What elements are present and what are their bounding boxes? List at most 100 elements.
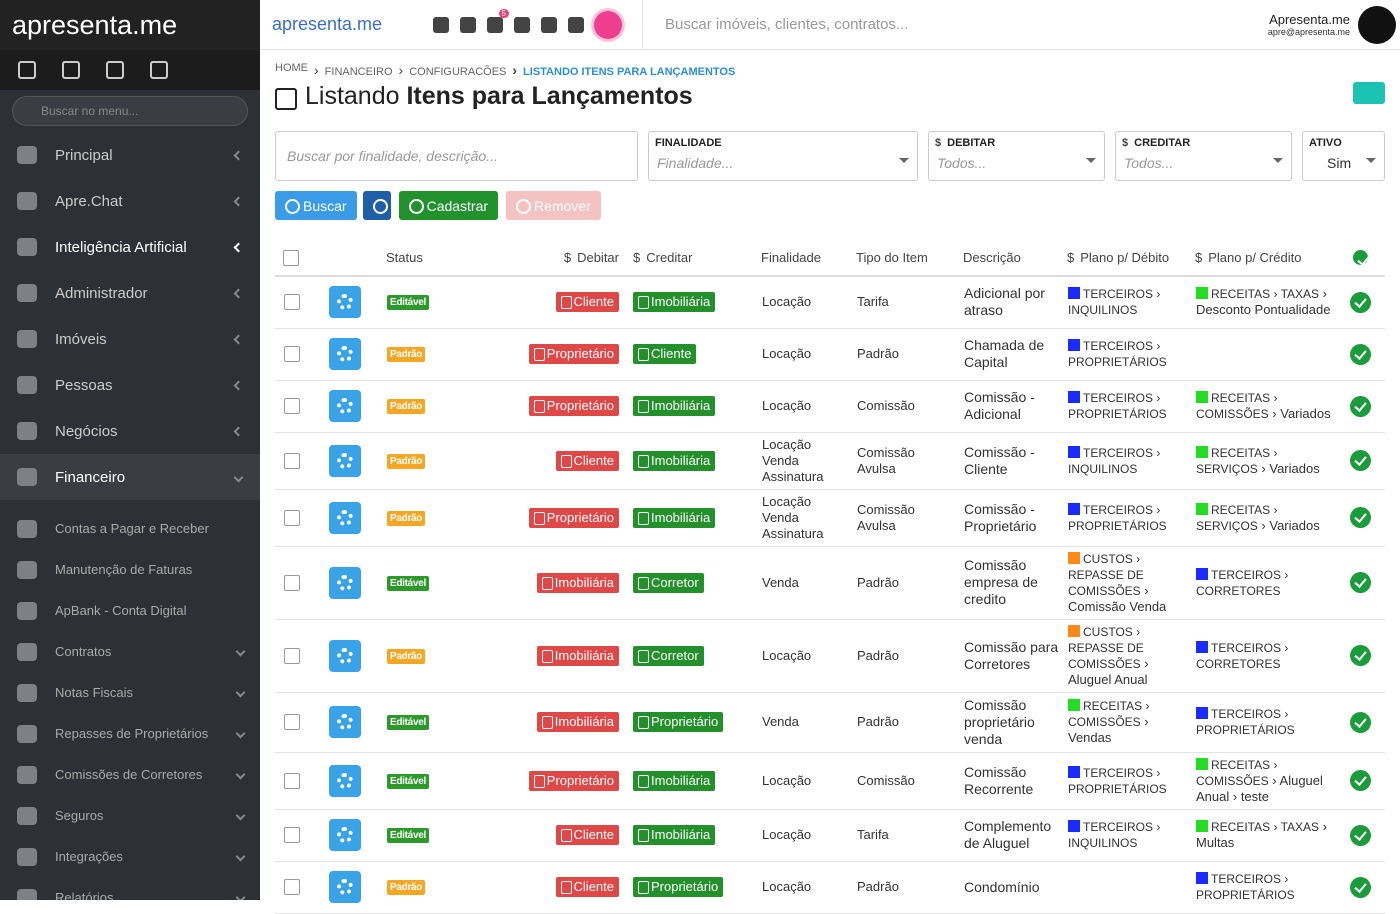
- col-header[interactable]: Creditar: [625, 240, 760, 277]
- settings-button[interactable]: [329, 871, 361, 903]
- active-header[interactable]: [1352, 250, 1368, 265]
- filter-debitar[interactable]: DEBITAR Todos...: [928, 131, 1105, 181]
- menu-item[interactable]: Negócios: [0, 408, 260, 454]
- settings-button[interactable]: [329, 390, 361, 422]
- col-header[interactable]: Descrição: [962, 240, 1066, 277]
- submenu-item[interactable]: Comissões de Corretores: [0, 754, 260, 795]
- tipo: Padrão: [857, 647, 899, 663]
- cell: Proprietário: [450, 380, 625, 433]
- credit-badge: Imobiliária: [633, 825, 716, 845]
- global-search[interactable]: Buscar imóveis, clientes, contratos...: [642, 0, 1268, 50]
- cell: Locação: [760, 380, 855, 433]
- sidebar-tool[interactable]: [18, 61, 36, 79]
- submenu-item[interactable]: Manutenção de Faturas: [0, 549, 260, 590]
- settings-button[interactable]: [329, 764, 361, 797]
- print-button[interactable]: [1353, 82, 1385, 104]
- row-checkbox[interactable]: [284, 294, 300, 311]
- active-icon: [1349, 770, 1371, 791]
- row-checkbox[interactable]: [284, 647, 300, 664]
- search-box[interactable]: Buscar por finalidade, descrição...: [275, 131, 638, 181]
- submenu-item[interactable]: Notas Fiscais: [0, 672, 260, 713]
- submenu-item[interactable]: ApBank - Conta Digital: [0, 590, 260, 631]
- breadcrumb-item[interactable]: FINANCEIRO: [314, 62, 393, 78]
- filter-ativo[interactable]: ATIVO Sim: [1302, 131, 1385, 181]
- magic-button[interactable]: [594, 10, 622, 39]
- avatar[interactable]: [1358, 5, 1396, 44]
- menu-item[interactable]: Pessoas: [0, 362, 260, 408]
- filter-finalidade[interactable]: FINALIDADE Finalidade...: [648, 131, 918, 181]
- settings-button[interactable]: [329, 286, 361, 319]
- remove-button[interactable]: Remover: [506, 191, 601, 220]
- submenu-item[interactable]: Contas a Pagar e Receber: [0, 508, 260, 549]
- row-checkbox[interactable]: [284, 398, 300, 414]
- cell: Editável: [385, 546, 450, 620]
- col-header[interactable]: Plano p/ Crédito: [1194, 240, 1335, 277]
- select-all[interactable]: [283, 249, 299, 266]
- row-checkbox[interactable]: [284, 346, 300, 362]
- top-icon[interactable]: [541, 16, 557, 33]
- settings-button[interactable]: [329, 566, 361, 599]
- row-checkbox[interactable]: [284, 452, 300, 469]
- settings-button[interactable]: [329, 501, 361, 534]
- menu-search[interactable]: Buscar no menu...: [12, 96, 248, 126]
- cell: Editável: [385, 809, 450, 862]
- top-icon[interactable]: 5: [487, 8, 509, 33]
- col-header[interactable]: Finalidade: [760, 240, 855, 277]
- cell: Cliente: [450, 861, 625, 914]
- plan-part: RECEITAS: [1083, 699, 1143, 713]
- breadcrumb-item[interactable]: CONFIGURACÕES: [399, 62, 506, 78]
- search-button[interactable]: Buscar: [275, 191, 357, 220]
- user-info[interactable]: Apresenta.me apre@apresenta.me: [1268, 12, 1350, 37]
- plan: TERCEIROSINQUILINOS: [1068, 286, 1192, 318]
- menu-item[interactable]: Imóveis: [0, 316, 260, 362]
- sidebar-tool[interactable]: [62, 61, 80, 79]
- credit-badge: Corretor: [633, 572, 704, 593]
- submenu-item[interactable]: Integrações: [0, 836, 260, 877]
- menu-item[interactable]: Principal: [0, 132, 260, 178]
- settings-button[interactable]: [329, 444, 361, 477]
- submenu-item[interactable]: Repasses de Proprietários: [0, 713, 260, 754]
- col-header[interactable]: Plano p/ Débito: [1066, 240, 1194, 277]
- col-header[interactable]: Status: [385, 240, 450, 277]
- breadcrumb-item[interactable]: HOME: [275, 62, 308, 74]
- top-icon[interactable]: [460, 16, 476, 33]
- sidebar-tool[interactable]: [150, 61, 168, 79]
- menu-item[interactable]: Financeiro: [0, 454, 260, 500]
- row-checkbox[interactable]: [284, 714, 300, 730]
- settings-button[interactable]: [329, 639, 361, 672]
- submenu-item[interactable]: Seguros: [0, 795, 260, 836]
- create-button[interactable]: Cadastrar: [398, 191, 499, 220]
- menu-label: Negócios: [55, 422, 118, 440]
- top-logo[interactable]: apresenta.me: [272, 14, 383, 34]
- cell: TERCEIROSINQUILINOS: [1066, 809, 1194, 862]
- menu-item[interactable]: Administrador: [0, 270, 260, 316]
- submenu-item[interactable]: Contratos: [0, 631, 260, 672]
- sidebar-tool[interactable]: [106, 61, 124, 79]
- row-checkbox[interactable]: [284, 879, 300, 895]
- row-checkbox[interactable]: [284, 574, 300, 591]
- cell: [275, 752, 305, 810]
- clear-button[interactable]: [362, 191, 391, 220]
- top-icon[interactable]: [433, 16, 449, 33]
- submenu-item[interactable]: Relatórios: [0, 877, 260, 900]
- top-icon[interactable]: [514, 16, 530, 33]
- col-header[interactable]: Tipo do Item: [855, 240, 962, 277]
- menu-item[interactable]: Inteligência Artificial: [0, 224, 260, 270]
- settings-button[interactable]: [329, 338, 361, 370]
- credit-badge: Imobiliária: [633, 292, 716, 313]
- row-checkbox[interactable]: [284, 827, 300, 843]
- col-header[interactable]: Debitar: [450, 240, 625, 277]
- filter-creditar[interactable]: CREDITAR Todos...: [1115, 131, 1292, 181]
- plan: TERCEIROSPROPRIETÁRIOS: [1068, 338, 1192, 370]
- menu-item[interactable]: Apre.Chat: [0, 178, 260, 224]
- top-icon[interactable]: [568, 16, 584, 33]
- credit-badge: Proprietário: [633, 712, 724, 732]
- settings-button[interactable]: [329, 706, 361, 738]
- row-checkbox[interactable]: [284, 772, 300, 789]
- plan: TERCEIROSCORRETORES: [1196, 567, 1333, 599]
- row-checkbox[interactable]: [284, 509, 300, 526]
- breadcrumb-item[interactable]: LISTANDO ITENS PARA LANÇAMENTOS: [512, 62, 735, 78]
- items-table: Status Debitar Creditar Finalidade Tipo …: [275, 240, 1385, 914]
- cell: Comissão: [855, 380, 962, 433]
- settings-button[interactable]: [329, 819, 361, 851]
